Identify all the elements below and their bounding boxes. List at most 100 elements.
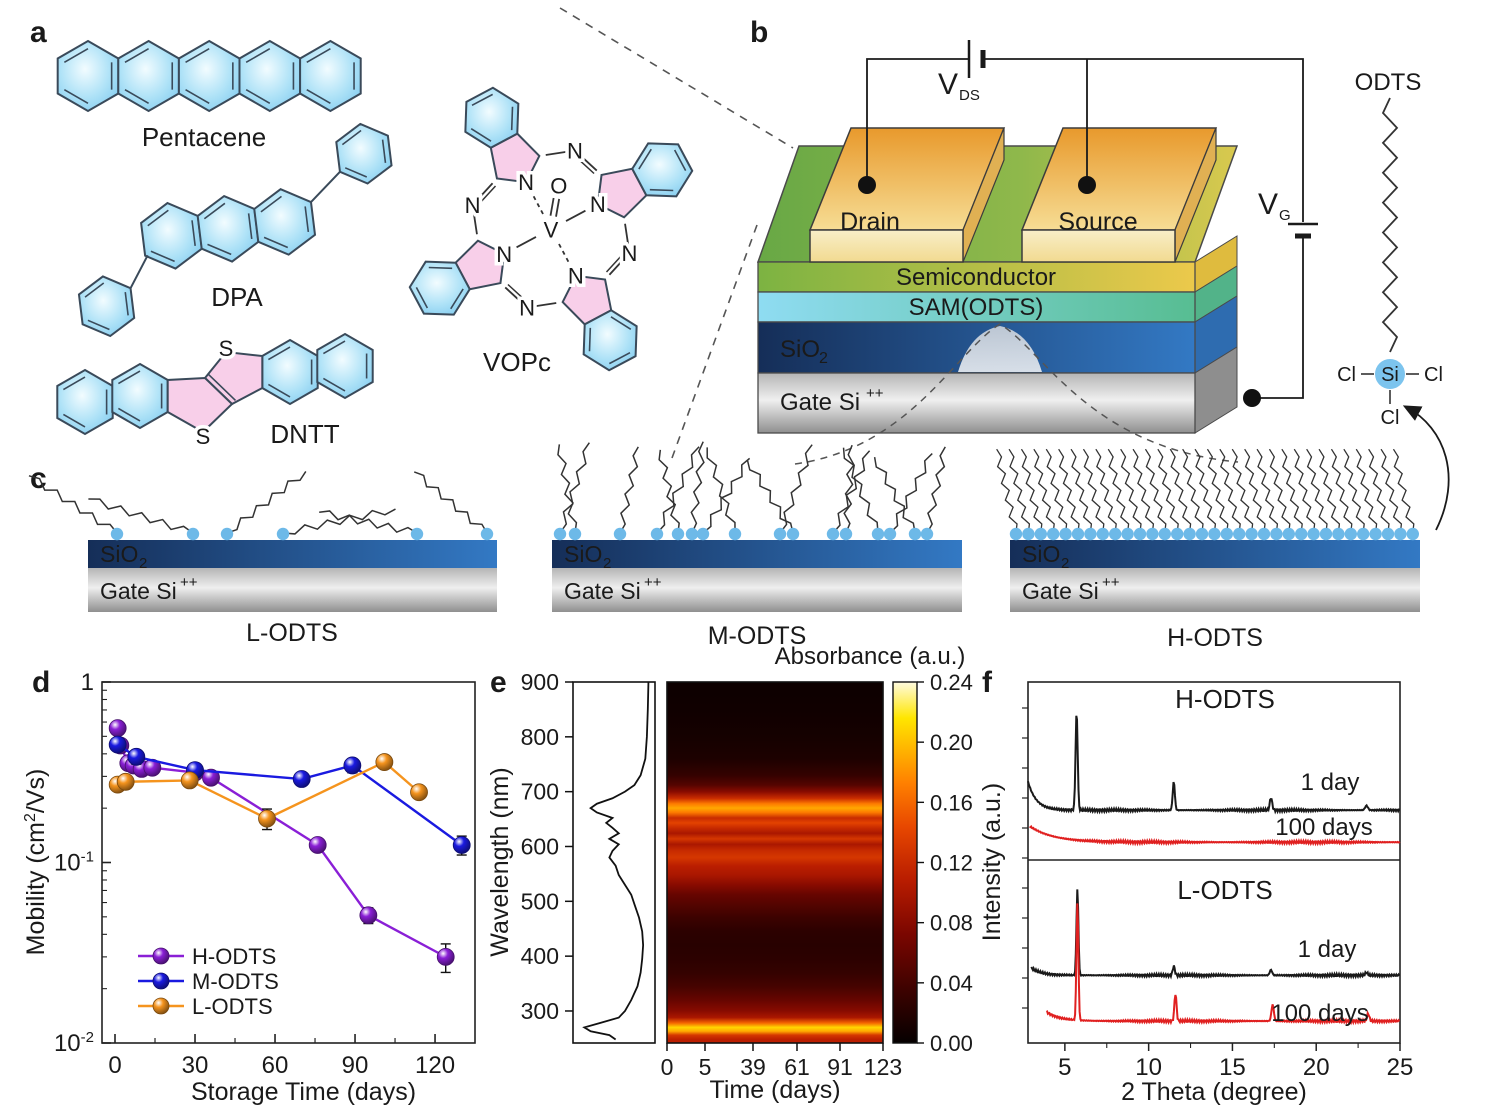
cl-left-label: Cl <box>1337 364 1356 386</box>
xrd-curve-label: 1 day <box>1301 769 1360 796</box>
heatmap <box>666 681 884 1044</box>
f-x-tick: 10 <box>1135 1054 1162 1081</box>
atom-label: N <box>590 192 606 217</box>
odts-molecule-drawing <box>1361 97 1419 404</box>
xrd-curve-h-odts-1 <box>1028 824 1401 847</box>
legend-item: M-ODTS <box>192 969 279 994</box>
colorbar-tick: 0.24 <box>930 670 973 695</box>
vds-label: V <box>938 68 958 101</box>
vopc-label: VOPc <box>483 347 551 377</box>
xrd-curve-l-odts-0 <box>1030 889 1401 980</box>
xrd-curve-label: 100 days <box>1275 814 1372 841</box>
gate-text-m: Gate Si <box>564 578 641 604</box>
sio2-sub-l: 2 <box>139 555 147 572</box>
sio2-label: SiO <box>780 336 820 363</box>
xrd-panel-title: L-ODTS <box>1177 875 1272 905</box>
e-x-tick: 123 <box>864 1054 902 1080</box>
wire-source-gate <box>983 58 1304 222</box>
gate-bar-h <box>1010 568 1420 612</box>
e-x-tick: 5 <box>699 1054 712 1080</box>
sio2-bar-m <box>552 540 962 568</box>
d-xlabel: Storage Time (days) <box>191 1078 416 1106</box>
e-y-tick: 500 <box>521 888 559 914</box>
wire-drain <box>866 58 969 185</box>
wire-gate <box>1255 236 1304 399</box>
gate-bar-l <box>88 568 497 612</box>
dashed-connector-top <box>559 7 794 149</box>
sam-layer <box>757 291 1196 323</box>
e-y-tick: 300 <box>521 998 559 1024</box>
colorbar-tick: 0.20 <box>930 730 973 755</box>
d-y-tick: 10-1 <box>54 849 94 877</box>
e-x-tick: 91 <box>827 1054 853 1080</box>
l-odts-label: L-ODTS <box>246 619 338 647</box>
d-y-tick: 10-2 <box>54 1029 94 1057</box>
sam-chain-drawings <box>28 441 1420 541</box>
f-x-tick: 25 <box>1387 1054 1414 1081</box>
d-x-tick: 0 <box>108 1052 121 1079</box>
d-x-tick: 60 <box>262 1052 289 1079</box>
sio2-bar-h <box>1010 540 1420 568</box>
drain-label: Drain <box>840 208 900 236</box>
gate-contact-dot <box>1243 389 1261 407</box>
panel-f-label: f <box>982 666 993 699</box>
panel-b-device: b Drain Source Semiconductor SAM(ODTS) S… <box>559 7 1450 531</box>
substrate-bars <box>88 540 1420 612</box>
source-contact-dot <box>1078 176 1096 194</box>
sam-label: SAM(ODTS) <box>909 294 1044 321</box>
semiconductor-label: Semiconductor <box>896 264 1056 291</box>
atom-label: N <box>621 241 637 266</box>
xrd-curve-label: 1 day <box>1298 936 1357 963</box>
panel-e-absorbance-heatmap: 0.24 0.20 0.16 0.12 0.08 0.04 0.00 900 800 700 600… <box>486 643 973 1104</box>
source-label: Source <box>1058 208 1137 236</box>
vg-label-sub: G <box>1279 207 1291 224</box>
dashed-bell-curve <box>794 323 1239 465</box>
xrd-curve-h-odts-0 <box>1027 715 1401 815</box>
e-y-tick: 600 <box>521 833 559 859</box>
sio2-sub-h: 2 <box>1061 555 1069 572</box>
e-y-tick: 400 <box>521 943 559 969</box>
xrd-curve-l-odts-1 <box>1045 903 1401 1026</box>
atom-label: N <box>568 264 584 289</box>
f-xlabel: 2 Theta (degree) <box>1121 1078 1307 1106</box>
panel-e-label: e <box>490 666 507 699</box>
sio2-text-h: SiO <box>1022 541 1060 567</box>
channel-region <box>958 326 1042 372</box>
drain-contact-dot <box>858 176 876 194</box>
e-y-tick: 700 <box>521 779 559 805</box>
e-x-tick: 0 <box>661 1054 674 1080</box>
e-ylabel: Wavelength (nm) <box>486 767 514 956</box>
gate-label-sup: ++ <box>866 385 884 402</box>
series-h-odts <box>108 719 455 974</box>
sio2-bar-l <box>88 540 497 568</box>
substrate-labels: SiO 2 Gate Si ++ SiO 2 Gate Si ++ SiO 2 … <box>100 541 1120 604</box>
sio2-sub-m: 2 <box>603 555 611 572</box>
panel-f-xrd-plot: 5 10 15 20 25 H-ODTS 1 day 100 days L-ODTS 1 day 1… <box>978 681 1414 1106</box>
gate-sup-m: ++ <box>644 574 662 591</box>
atom-label: N <box>567 139 583 164</box>
e-x-tick: 61 <box>784 1054 810 1080</box>
odts-title: ODTS <box>1355 69 1422 96</box>
dashed-connector-left <box>671 224 758 459</box>
dntt-label: DNTT <box>270 419 339 449</box>
d-y-tick: 1 <box>81 669 94 696</box>
colorbar-tick: 0.16 <box>930 790 973 815</box>
panel-b-label: b <box>750 16 768 49</box>
legend-item: L-ODTS <box>192 994 273 1019</box>
gate-text-h: Gate Si <box>1022 578 1099 604</box>
colorbar-tick: 0.08 <box>930 911 973 936</box>
d-x-tick: 90 <box>342 1052 369 1079</box>
xrd-panel-title: H-ODTS <box>1175 684 1275 714</box>
cl-right-label: Cl <box>1424 364 1443 386</box>
spectrum-curve <box>582 681 650 1041</box>
f-x-tick: 5 <box>1058 1054 1071 1081</box>
gate-text-l: Gate Si <box>100 578 177 604</box>
atom-label: S <box>196 424 211 449</box>
legend-item: H-ODTS <box>192 944 276 969</box>
e-y-tick: 800 <box>521 724 559 750</box>
h-odts-label: H-ODTS <box>1167 624 1263 652</box>
